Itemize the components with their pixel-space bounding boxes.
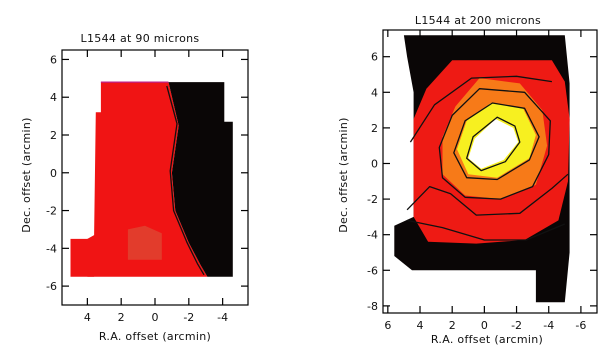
heatmap-90	[70, 81, 233, 277]
y-tick-label: 6	[50, 53, 57, 66]
x-tick-label: -2	[511, 319, 522, 332]
x-tick-label: 6	[384, 319, 391, 332]
panel-90-microns: L1544 at 90 microns 4 2 0 -2 -4 6 4 2 0 -2 -4 -6 R.…	[20, 32, 249, 343]
x-tick-label: -6	[575, 319, 586, 332]
y-tick-label: 4	[371, 86, 378, 99]
region-white	[468, 119, 519, 169]
contour-line	[466, 116, 521, 172]
y-tick-label: -6	[46, 280, 57, 293]
x-axis-label-200: R.A. offset (arcmin)	[431, 333, 543, 346]
y-tick-label: 4	[50, 91, 57, 104]
chart-title-90: L1544 at 90 microns	[81, 32, 200, 45]
contour-line	[166, 85, 205, 276]
y-tick-label: 6	[371, 51, 378, 64]
y-tick-label: -4	[46, 242, 57, 255]
x-tick-label: 2	[449, 319, 456, 332]
axes-200: 6 4 2 0 -2 -4 -6 6 4 2 0 -2 -4 -6 -8	[367, 29, 598, 332]
y-tick-label: 2	[371, 122, 378, 135]
heatmap-200	[394, 35, 570, 303]
contour-line	[409, 75, 552, 143]
x-tick-label: 0	[152, 311, 159, 324]
contour-line	[406, 219, 566, 241]
region-dark_poly	[168, 82, 233, 277]
x-tick-label: 4	[84, 311, 91, 324]
y-axis-label-200: Dec. offset (arcmin)	[337, 117, 350, 232]
x-tick-label: 0	[481, 319, 488, 332]
y-tick-label: 0	[371, 157, 378, 170]
x-tick-label: -4	[217, 311, 228, 324]
chart-title-200: L1544 at 200 microns	[415, 14, 541, 27]
x-tick-label: 2	[118, 311, 125, 324]
x-tick-label: -2	[183, 311, 194, 324]
y-tick-label: 0	[50, 167, 57, 180]
x-tick-label: -4	[543, 319, 554, 332]
region-dim_patch	[127, 225, 162, 260]
panel-200-microns: L1544 at 200 microns 6 4 2 0 -2 -4 -6 6 4 2 0 -2 -4 -…	[337, 14, 598, 346]
y-tick-label: -2	[46, 205, 57, 218]
x-axis-label-90: R.A. offset (arcmin)	[99, 330, 211, 343]
contour-line	[406, 173, 569, 216]
x-tick-label: 4	[417, 319, 424, 332]
contour-line	[438, 88, 551, 200]
y-tick-label: -4	[367, 229, 378, 242]
y-tick-label: -2	[367, 193, 378, 206]
y-tick-label: 2	[50, 129, 57, 142]
axes-90: 4 2 0 -2 -4 6 4 2 0 -2 -4 -6	[46, 49, 249, 324]
region-bright_poly	[87, 82, 208, 277]
contour-line	[453, 102, 540, 181]
y-axis-label-90: Dec. offset (arcmin)	[20, 117, 33, 232]
region-left_ext	[70, 238, 95, 277]
plot-frame	[382, 29, 598, 314]
y-tick-label: -6	[367, 264, 378, 277]
y-tick-label: -8	[367, 300, 378, 313]
